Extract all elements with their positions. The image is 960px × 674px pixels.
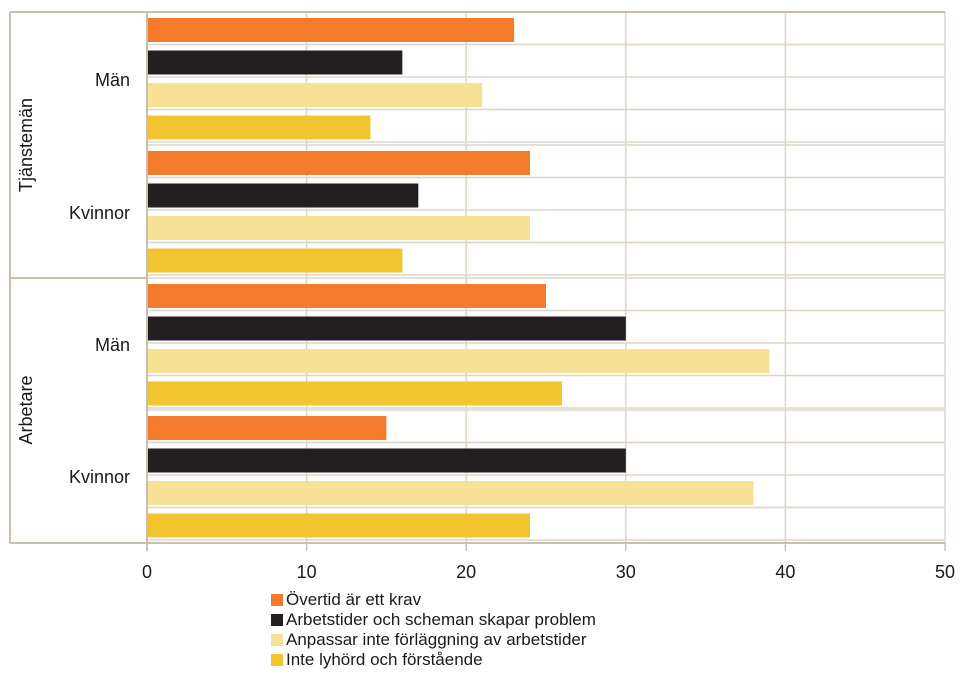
bar xyxy=(148,216,531,240)
bar xyxy=(148,151,531,175)
group-label: Tjänstemän xyxy=(16,98,36,192)
bar xyxy=(148,316,626,341)
bar xyxy=(148,349,770,373)
legend-swatch xyxy=(271,634,283,646)
legend-swatch xyxy=(271,614,283,626)
bar xyxy=(148,381,562,406)
bars-layer xyxy=(148,18,770,538)
legend-label: Anpassar inte förläggning av arbetstider xyxy=(286,630,587,649)
category-label: Män xyxy=(95,335,130,355)
bar xyxy=(148,448,626,473)
bar xyxy=(148,248,403,273)
legend-label: Arbetstider och scheman skapar problem xyxy=(286,610,596,629)
bar xyxy=(148,18,515,42)
x-tick-label: 40 xyxy=(775,562,795,582)
bar xyxy=(148,83,483,107)
legend-item: Anpassar inte förläggning av arbetstider xyxy=(271,630,596,650)
legend-label: Övertid är ett krav xyxy=(286,590,422,609)
x-tick-label: 20 xyxy=(456,562,476,582)
x-tick-label: 10 xyxy=(297,562,317,582)
x-tick-label: 50 xyxy=(935,562,955,582)
legend: Övertid är ett krav Arbetstider och schem… xyxy=(271,590,596,670)
legend-swatch xyxy=(271,594,283,606)
bar xyxy=(148,416,387,440)
x-tick-label: 0 xyxy=(142,562,152,582)
category-label: Kvinnor xyxy=(69,203,130,223)
legend-item: Arbetstider och scheman skapar problem xyxy=(271,610,596,630)
category-label: Kvinnor xyxy=(69,467,130,487)
bar-chart: 0 10 20 30 40 50 Män Kvinnor Män Kvinnor Tjänstemä… xyxy=(9,11,955,582)
bar xyxy=(148,115,371,140)
x-tick-label: 30 xyxy=(616,562,636,582)
legend-item: Övertid är ett krav xyxy=(271,590,596,610)
legend-item: Inte lyhörd och förstående xyxy=(271,650,596,670)
bar xyxy=(148,50,403,75)
grid-layer xyxy=(147,12,946,543)
axis-layer xyxy=(9,11,946,551)
legend-label: Inte lyhörd och förstående xyxy=(286,650,483,669)
label-layer: 0 10 20 30 40 50 Män Kvinnor Män Kvinnor Tjänstemä… xyxy=(16,70,955,582)
bar xyxy=(148,183,419,208)
bar xyxy=(148,284,546,308)
group-label: Arbetare xyxy=(16,375,36,444)
legend-swatch xyxy=(271,654,283,666)
bar xyxy=(148,513,531,538)
category-label: Män xyxy=(95,70,130,90)
bar xyxy=(148,481,754,505)
